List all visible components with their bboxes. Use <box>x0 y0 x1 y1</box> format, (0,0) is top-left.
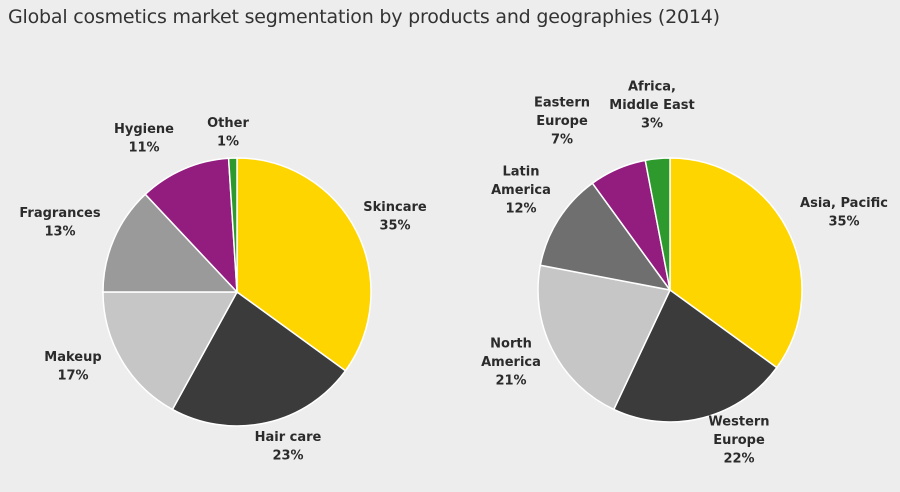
products-slice-other <box>227 157 238 293</box>
geographies-slice-asia-pacific <box>669 157 803 369</box>
products-pie-chart: Skincare 35% Hair care 23% Makeup 17% Fragranc… <box>19 116 427 464</box>
geographies-label-latin-america: Latin America 12% <box>491 165 551 217</box>
products-label-skincare: Skincare 35% <box>363 200 427 234</box>
products-slice-makeup <box>102 291 239 411</box>
geographies-label-africa-middle-east: Africa, Middle East 3% <box>609 80 694 132</box>
geographies-label-western-europe: Western Europe 22% <box>708 415 769 467</box>
products-label-other: Other 1% <box>207 116 249 150</box>
chart-title: Global cosmetics market segmentation by … <box>8 6 720 28</box>
products-slice-skincare <box>236 157 372 372</box>
products-label-makeup: Makeup 17% <box>44 350 101 384</box>
products-slice-fragrances <box>102 193 239 293</box>
products-label-fragrances: Fragrances 13% <box>19 206 100 240</box>
products-slice-hygiene <box>144 157 238 295</box>
geographies-label-eastern-europe: Eastern Europe 7% <box>534 96 590 148</box>
products-label-hygiene: Hygiene 11% <box>114 122 174 156</box>
geographies-slice-north-america <box>537 264 672 411</box>
geographies-pie-chart: Asia, Pacific 35% Western Europe 22% North Ame… <box>481 80 888 467</box>
geographies-slice-africa-middle-east <box>644 157 671 291</box>
products-label-hair-care: Hair care 23% <box>255 430 322 464</box>
geographies-label-asia-pacific: Asia, Pacific 35% <box>800 196 888 230</box>
geographies-slice-latin-america <box>539 182 672 292</box>
products-slice-hair-care <box>171 290 347 427</box>
geographies-label-north-america: North America 21% <box>481 337 541 389</box>
